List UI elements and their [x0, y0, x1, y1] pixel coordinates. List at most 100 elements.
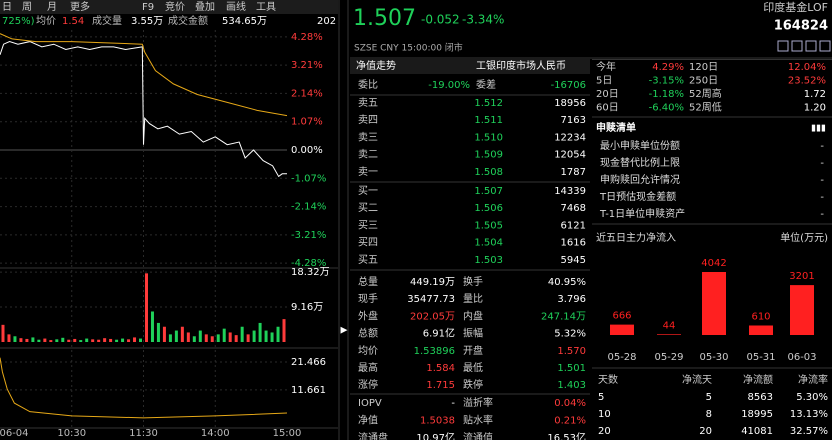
stat-label: 开盘	[463, 344, 483, 357]
book-volume: 12054	[554, 150, 586, 161]
label: 申购赎回允许情况	[600, 173, 680, 186]
price-line	[0, 41, 287, 178]
stat-value: 6.91亿	[423, 327, 455, 340]
info-item: 725%)	[2, 16, 35, 27]
volume-bar	[282, 319, 286, 342]
label: 单位(万元)	[780, 231, 828, 244]
stat-label: 流通值	[463, 431, 493, 440]
volume-bar	[252, 330, 256, 342]
toolbar-bg	[0, 0, 338, 14]
volume-bar	[139, 338, 143, 342]
flow-bar	[610, 324, 634, 335]
stat-value: 5.32%	[554, 329, 586, 340]
book-level: 卖一	[358, 166, 378, 178]
y-tick-label: 2.14%	[291, 88, 323, 99]
stat-label: 溢折率	[463, 396, 493, 409]
y-tick-label: 0.00%	[291, 145, 323, 156]
flow-value: 3201	[789, 271, 814, 282]
label: T日预估现金差额	[599, 190, 676, 203]
flow-value: 4042	[701, 258, 726, 269]
x-tick-label: 05-30	[699, 352, 728, 363]
book-volume: 18956	[554, 98, 586, 109]
table-cell: 20	[598, 426, 611, 437]
label: -6.40%	[649, 103, 684, 114]
y-tick-label: -1.07%	[291, 173, 326, 184]
icon[interactable]	[805, 40, 817, 52]
label: 4.29%	[652, 62, 684, 73]
volume-bar	[228, 332, 232, 342]
stat-value: 0.21%	[554, 416, 586, 427]
y-tick-label: 1.07%	[291, 117, 323, 128]
volume-bar	[174, 330, 178, 342]
tab: 工银印度市场人民币	[476, 59, 566, 72]
icon[interactable]	[791, 40, 803, 52]
stat-value: 0.04%	[554, 398, 586, 409]
y-tick-label: 4.28%	[291, 32, 323, 43]
volume-bar	[156, 322, 160, 342]
stat-label: 外盘	[358, 309, 378, 322]
volume-bar	[109, 338, 113, 342]
period-tab[interactable]: 日	[2, 2, 12, 13]
book-price: 1.503	[474, 255, 503, 266]
menu-icon[interactable]: ▮▮▮	[811, 124, 826, 134]
tool-tab[interactable]: 叠加	[195, 1, 215, 13]
book-price: 1.512	[474, 98, 503, 109]
period-tab[interactable]: 更多	[70, 0, 90, 13]
tool-tab[interactable]: 竞价	[165, 0, 185, 13]
stat-label: 最低	[463, 361, 483, 374]
label: 5日	[596, 76, 612, 87]
volume-bar	[144, 273, 148, 342]
book-price: 1.505	[474, 220, 503, 231]
stat-label: 总额	[358, 327, 378, 340]
label: 现金替代比例上限	[600, 156, 680, 169]
volume-bar	[7, 334, 11, 342]
label: 今年	[596, 60, 616, 73]
tool-tab[interactable]: F9	[142, 2, 154, 13]
stat-value: 40.95%	[548, 277, 586, 288]
book-level: 卖五	[358, 97, 378, 109]
table-cell: 5	[706, 392, 712, 403]
info-item: 202	[317, 16, 336, 27]
icon[interactable]	[777, 40, 789, 52]
info-item: 1.54	[62, 16, 84, 27]
volume-bar	[192, 336, 196, 342]
x-tick-label: 14:00	[201, 428, 230, 439]
volume-bar	[240, 326, 244, 342]
collapse-arrow[interactable]: ▶	[341, 326, 348, 336]
label: 委比	[358, 78, 378, 91]
volume-bar	[204, 334, 208, 342]
book-price: 1.511	[474, 115, 503, 126]
table-header: 净流额	[743, 373, 773, 386]
x-tick-label: 05-31	[746, 352, 775, 363]
book-price: 1.508	[474, 167, 503, 178]
period-tab[interactable]: 周	[22, 1, 32, 13]
stat-label: 内盘	[463, 309, 483, 322]
fund-code: 164824	[774, 19, 828, 34]
volume-bar	[121, 338, 125, 342]
icon[interactable]	[819, 40, 831, 52]
header-bg	[350, 59, 590, 74]
stat-value: 202.05万	[410, 311, 455, 322]
volume-bar	[37, 339, 41, 342]
volume-bar	[97, 339, 101, 342]
stat-value: 35477.73	[407, 294, 455, 305]
y-tick-label: -4.28%	[291, 258, 326, 269]
table-cell: 5.30%	[796, 392, 828, 403]
period-tab[interactable]: 月	[47, 1, 57, 13]
fund-name: 印度基金LOF	[763, 0, 828, 14]
tool-tab[interactable]: 画线	[226, 0, 246, 13]
tool-tab[interactable]: 工具	[256, 1, 276, 13]
label: 120日	[689, 62, 718, 73]
book-price: 1.504	[474, 238, 503, 249]
stat-label: 现手	[358, 292, 378, 305]
label: 60日	[596, 103, 619, 114]
volume-bar	[150, 311, 154, 342]
stat-label: 最高	[358, 361, 378, 374]
stat-label: 流通盘	[358, 431, 388, 440]
book-level: 卖三	[358, 131, 378, 143]
stat-label: 量比	[463, 293, 483, 305]
label: T-1日单位申赎资产	[599, 207, 685, 220]
y-tick-label: -3.21%	[291, 230, 326, 241]
book-price: 1.510	[474, 132, 503, 143]
